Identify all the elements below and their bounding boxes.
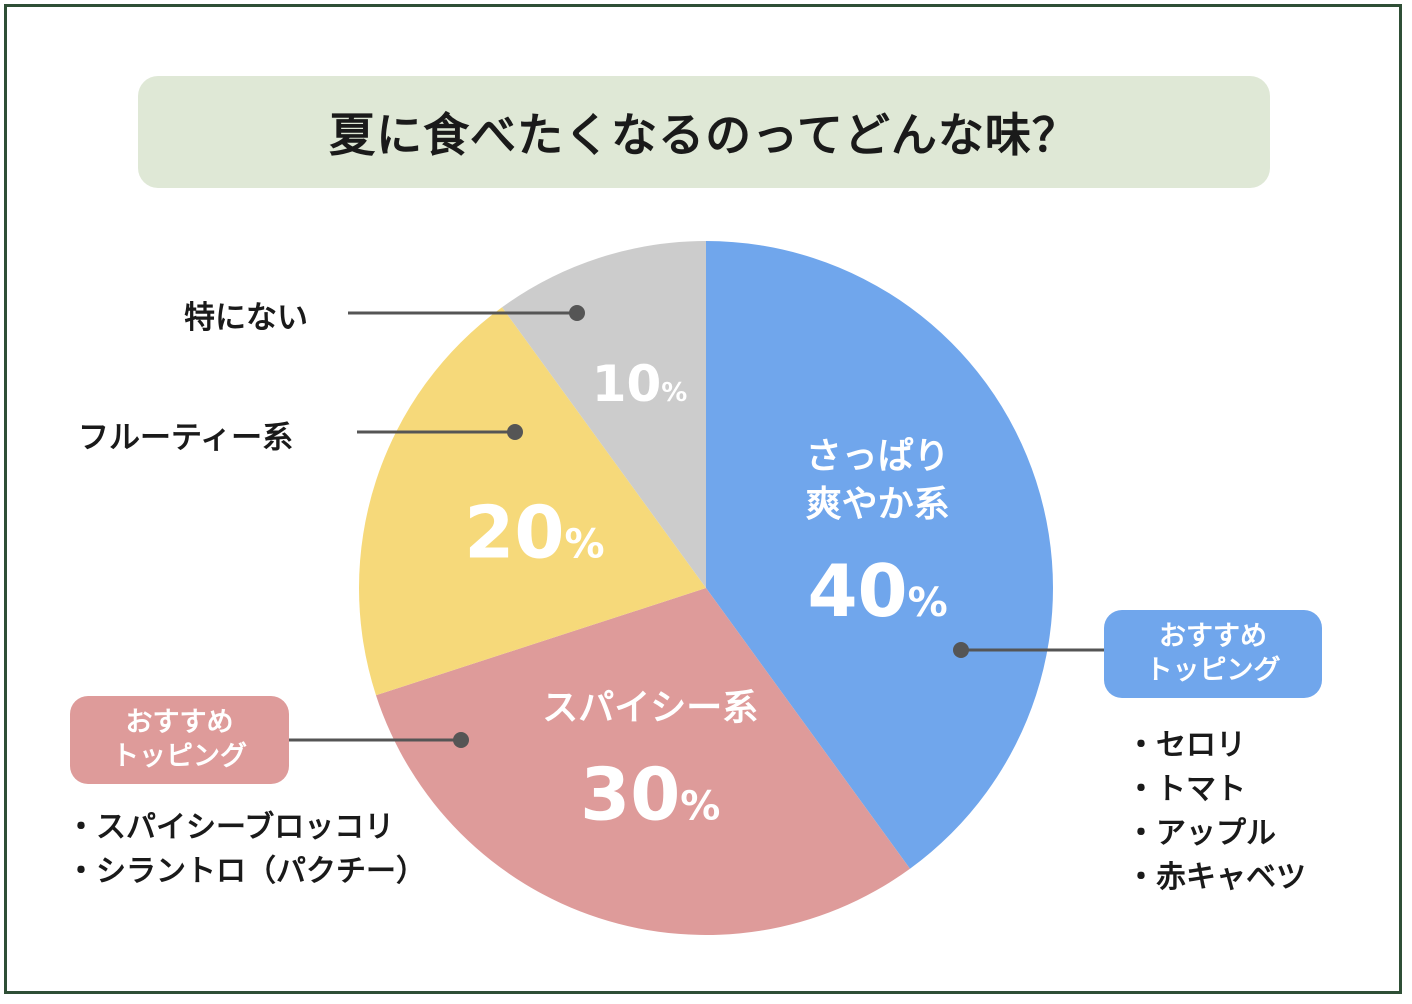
badge-line1: おすすめ [1159, 621, 1267, 652]
leader-dot-none [569, 305, 585, 321]
topping-item: シラントロ（パクチー） [66, 850, 426, 894]
topping-badge-refreshing: おすすめ トッピング [1104, 610, 1322, 698]
pie-slice [502, 241, 706, 588]
callout-none: 特にない [184, 300, 308, 336]
pie-slice [375, 588, 910, 935]
slice-value-label: 40% [807, 549, 947, 633]
badge-line1: おすすめ [125, 707, 234, 738]
topping-item: トマト [1126, 768, 1306, 812]
slice-value-label: 30% [580, 753, 720, 837]
topping-list-spicy: スパイシーブロッコリシラントロ（パクチー） [66, 806, 426, 894]
topping-item: セロリ [1126, 724, 1306, 768]
slice-label: スパイシー系 [542, 688, 758, 729]
slice-label: 爽やか系 [806, 484, 950, 525]
leader-dot-spicy [453, 732, 469, 748]
slice-value-label: 10% [592, 355, 688, 413]
pie-slice [706, 241, 1053, 869]
topping-item: アップル [1126, 812, 1306, 856]
chart-title: 夏に食べたくなるのってどんな味？ [329, 108, 1079, 162]
slice-value-label: 20% [464, 490, 604, 574]
leader-dot-refreshing [953, 642, 969, 658]
topping-badge-spicy: おすすめ トッピング [70, 696, 289, 784]
title-banner: 夏に食べたくなるのってどんな味？ [138, 76, 1270, 188]
pie-slice [358, 307, 706, 696]
callout-fruity: フルーティー系 [78, 420, 294, 456]
badge-line2: トッピング [112, 741, 247, 772]
topping-item: 赤キャベツ [1126, 856, 1306, 900]
badge-line2: トッピング [1145, 655, 1281, 686]
topping-item: スパイシーブロッコリ [66, 806, 426, 850]
topping-list-refreshing: セロリトマトアップル赤キャベツ [1126, 724, 1306, 900]
leader-dot-fruity [507, 424, 523, 440]
slice-label: さっぱり [806, 436, 950, 477]
